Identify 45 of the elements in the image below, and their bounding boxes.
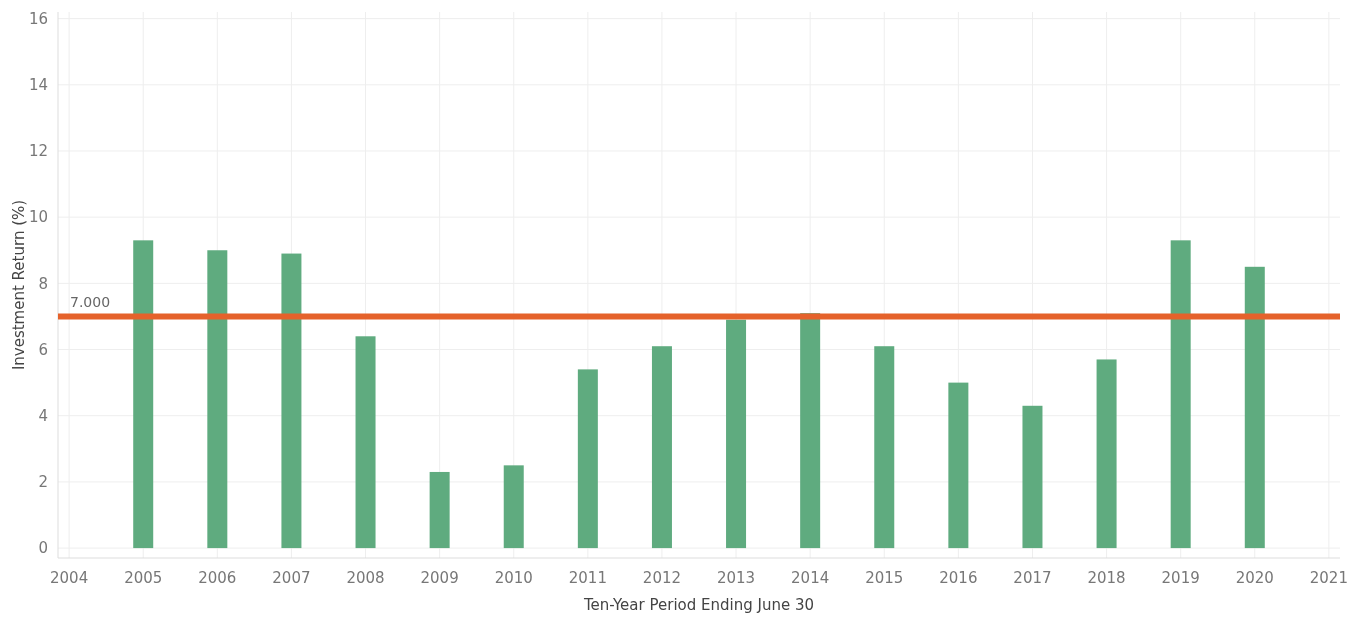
y-tick-label: 16 <box>28 9 48 28</box>
bar <box>651 346 672 549</box>
x-tick-label: 2014 <box>791 569 830 587</box>
y-tick-label: 10 <box>28 208 48 227</box>
x-tick-label: 2013 <box>716 569 756 587</box>
ref-line-label: 7.000 <box>70 294 111 311</box>
bar <box>281 253 302 549</box>
bar <box>1022 405 1043 549</box>
x-tick-label: 2011 <box>568 569 607 587</box>
bar <box>577 369 598 549</box>
y-tick-label: 12 <box>28 142 48 161</box>
y-tick-label: 6 <box>38 340 48 359</box>
x-tick-label: 2007 <box>272 569 311 587</box>
x-tick-label: 2021 <box>1309 569 1348 587</box>
x-tick-label: 2010 <box>494 569 533 587</box>
y-axis-title: Investment Return (%) <box>10 199 28 371</box>
bar <box>874 346 895 549</box>
bar <box>1244 266 1265 549</box>
x-tick-label: 2020 <box>1235 569 1274 587</box>
bar <box>429 471 450 549</box>
bar <box>1170 240 1191 549</box>
y-tick-label: 4 <box>38 406 48 425</box>
y-tick-label: 0 <box>38 539 48 558</box>
y-tick-label: 2 <box>38 473 48 492</box>
y-tick-label: 14 <box>28 76 48 95</box>
bar <box>503 465 524 549</box>
x-tick-label: 2004 <box>50 569 89 587</box>
bar <box>1096 359 1117 549</box>
x-tick-label: 2015 <box>865 569 904 587</box>
x-axis-title: Ten-Year Period Ending June 30 <box>582 596 815 614</box>
bar <box>726 319 747 549</box>
x-tick-label: 2018 <box>1087 569 1126 587</box>
bar <box>948 382 969 549</box>
y-tick-label: 8 <box>38 274 48 293</box>
bar <box>133 240 154 549</box>
x-tick-label: 2005 <box>124 569 163 587</box>
bar <box>355 336 376 549</box>
x-tick-label: 2008 <box>346 569 385 587</box>
x-tick-label: 2016 <box>939 569 978 587</box>
x-tick-label: 2019 <box>1161 569 1200 587</box>
bar <box>207 250 228 549</box>
x-tick-label: 2017 <box>1013 569 1052 587</box>
x-tick-label: 2012 <box>642 569 682 587</box>
x-tick-label: 2009 <box>420 569 459 587</box>
x-tick-label: 2006 <box>198 569 237 587</box>
